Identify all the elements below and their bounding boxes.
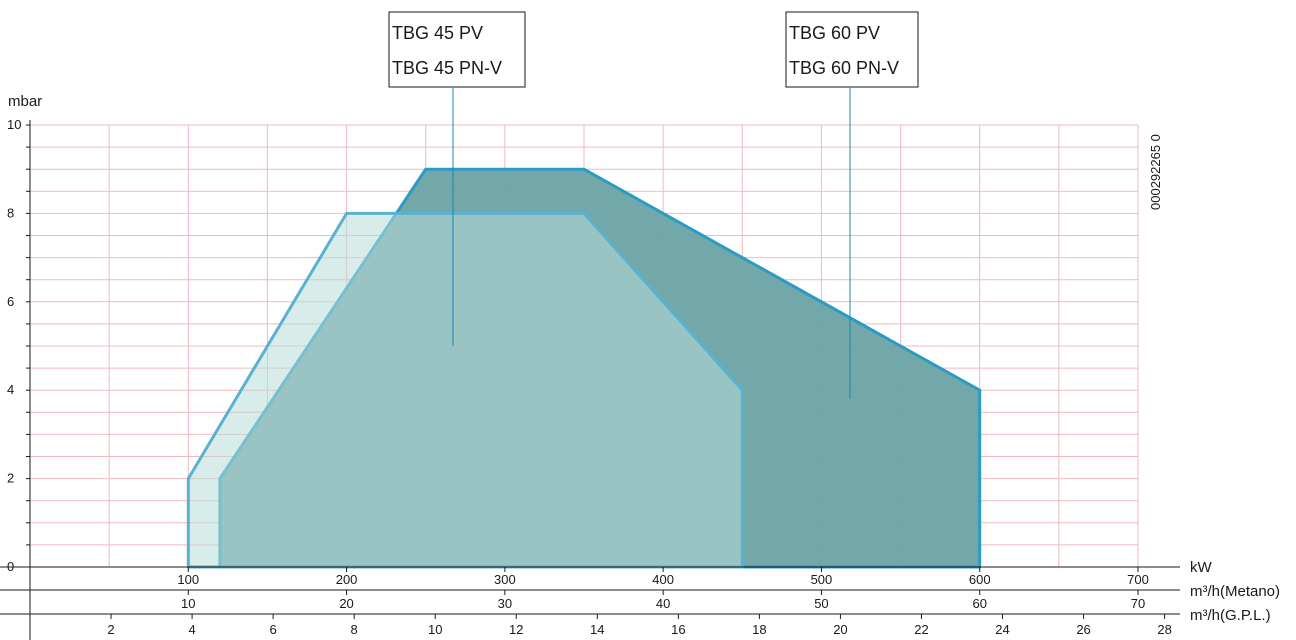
x-metano-tick-label: 30 xyxy=(498,596,512,611)
y-tick-label: 0 xyxy=(7,559,14,574)
x-metano-tick-label: 60 xyxy=(972,596,986,611)
x-gpl-tick-label: 14 xyxy=(590,622,604,637)
x-kw-tick-label: 200 xyxy=(336,572,358,587)
x-gpl-tick-label: 24 xyxy=(995,622,1009,637)
x-metano-tick-label: 10 xyxy=(181,596,195,611)
x-gpl-tick-label: 4 xyxy=(188,622,195,637)
chart-areas xyxy=(186,167,982,569)
x-gpl-tick-label: 28 xyxy=(1157,622,1171,637)
y-tick-label: 10 xyxy=(7,117,21,132)
x-kw-tick-label: 300 xyxy=(494,572,516,587)
x-gpl-tick-label: 20 xyxy=(833,622,847,637)
y-axis-label: mbar xyxy=(8,93,42,110)
series-label-tbg-60-pv: TBG 60 PV xyxy=(789,23,880,43)
x-metano-tick-label: 50 xyxy=(814,596,828,611)
series-label-box-tbg-60: TBG 60 PV TBG 60 PN-V xyxy=(785,11,919,88)
x-gpl-tick-label: 6 xyxy=(270,622,277,637)
x-gpl-tick-label: 12 xyxy=(509,622,523,637)
x-metano-tick-label: 20 xyxy=(339,596,353,611)
x-metano-tick-label: 70 xyxy=(1131,596,1145,611)
x-metano-tick-label: 40 xyxy=(656,596,670,611)
series-label-tbg-60-pn-v: TBG 60 PN-V xyxy=(789,58,899,78)
x-kw-tick-label: 700 xyxy=(1127,572,1149,587)
series-label-box-tbg-45: TBG 45 PV TBG 45 PN-V xyxy=(388,11,526,88)
x-kw-tick-label: 500 xyxy=(811,572,833,587)
x-axis-gpl-label: m³/h(G.P.L.) xyxy=(1190,607,1271,624)
series-label-tbg-45-pv: TBG 45 PV xyxy=(392,23,483,43)
x-gpl-tick-label: 8 xyxy=(351,622,358,637)
y-tick-label: 6 xyxy=(7,294,14,309)
x-gpl-tick-label: 22 xyxy=(914,622,928,637)
x-gpl-tick-label: 18 xyxy=(752,622,766,637)
y-tick-label: 4 xyxy=(7,382,14,397)
x-gpl-tick-label: 2 xyxy=(107,622,114,637)
y-tick-label: 8 xyxy=(7,205,14,220)
x-axis-metano-label: m³/h(Metano) xyxy=(1190,583,1280,600)
chart-axes xyxy=(0,120,1180,640)
x-gpl-tick-label: 10 xyxy=(428,622,442,637)
x-kw-tick-label: 400 xyxy=(652,572,674,587)
x-gpl-tick-label: 26 xyxy=(1076,622,1090,637)
x-kw-tick-label: 100 xyxy=(177,572,199,587)
x-gpl-tick-label: 16 xyxy=(671,622,685,637)
x-kw-tick-label: 600 xyxy=(969,572,991,587)
x-axis-kw-label: kW xyxy=(1190,559,1213,576)
series-label-tbg-45-pn-v: TBG 45 PN-V xyxy=(392,58,502,78)
y-tick-label: 2 xyxy=(7,471,14,486)
side-code-label: 000292265 0 xyxy=(1148,134,1163,210)
